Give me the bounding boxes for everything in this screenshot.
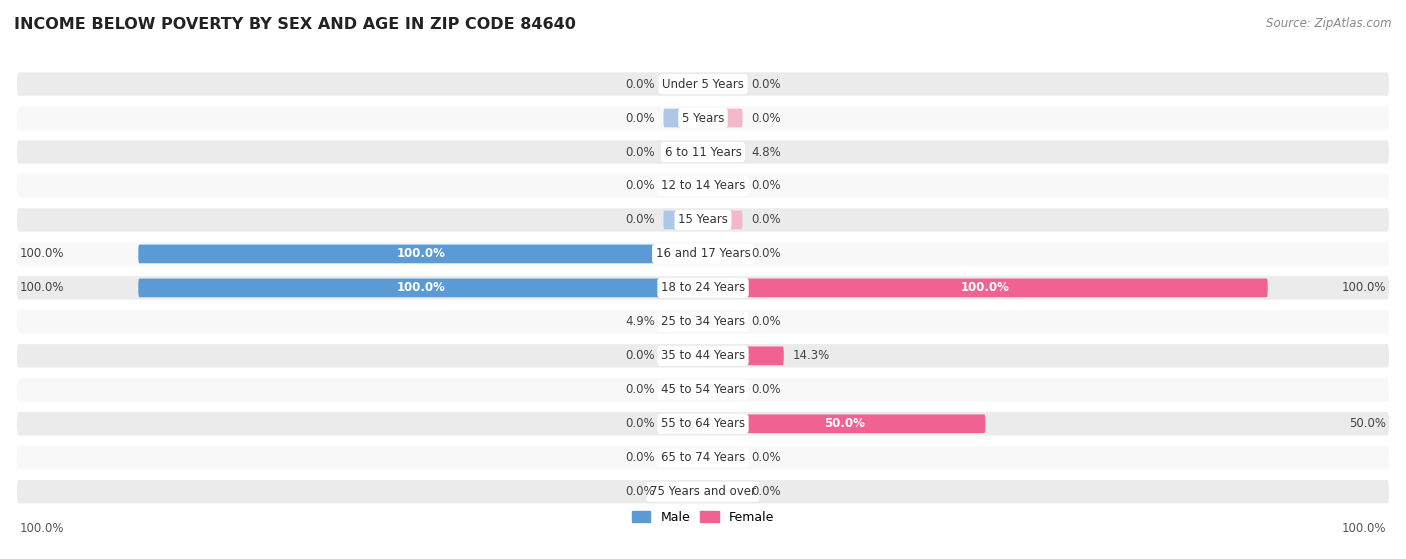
FancyBboxPatch shape: [17, 446, 1389, 470]
Text: 0.0%: 0.0%: [626, 417, 655, 430]
Text: 15 Years: 15 Years: [678, 214, 728, 226]
Text: 0.0%: 0.0%: [626, 214, 655, 226]
FancyBboxPatch shape: [138, 245, 703, 263]
Text: 0.0%: 0.0%: [626, 349, 655, 362]
FancyBboxPatch shape: [675, 312, 703, 331]
Text: 0.0%: 0.0%: [626, 451, 655, 464]
Text: 6 to 11 Years: 6 to 11 Years: [665, 145, 741, 159]
Text: 100.0%: 100.0%: [20, 281, 65, 295]
FancyBboxPatch shape: [17, 378, 1389, 401]
Text: INCOME BELOW POVERTY BY SEX AND AGE IN ZIP CODE 84640: INCOME BELOW POVERTY BY SEX AND AGE IN Z…: [14, 17, 576, 32]
FancyBboxPatch shape: [664, 177, 703, 195]
FancyBboxPatch shape: [664, 347, 703, 365]
FancyBboxPatch shape: [17, 174, 1389, 198]
FancyBboxPatch shape: [664, 211, 703, 229]
FancyBboxPatch shape: [17, 412, 1389, 435]
Text: 0.0%: 0.0%: [626, 112, 655, 125]
Text: 0.0%: 0.0%: [626, 485, 655, 498]
FancyBboxPatch shape: [703, 278, 1268, 297]
Text: 16 and 17 Years: 16 and 17 Years: [655, 248, 751, 260]
Text: 0.0%: 0.0%: [751, 383, 780, 396]
Text: 14.3%: 14.3%: [792, 349, 830, 362]
Text: 4.8%: 4.8%: [751, 145, 780, 159]
Text: 75 Years and over: 75 Years and over: [650, 485, 756, 498]
FancyBboxPatch shape: [703, 414, 986, 433]
FancyBboxPatch shape: [664, 143, 703, 162]
Text: 4.9%: 4.9%: [626, 315, 655, 328]
Legend: Male, Female: Male, Female: [627, 506, 779, 529]
Text: 0.0%: 0.0%: [751, 179, 780, 192]
FancyBboxPatch shape: [703, 245, 742, 263]
Text: 45 to 54 Years: 45 to 54 Years: [661, 383, 745, 396]
Text: 50.0%: 50.0%: [1350, 417, 1386, 430]
FancyBboxPatch shape: [17, 242, 1389, 266]
Text: 100.0%: 100.0%: [20, 248, 65, 260]
Text: 55 to 64 Years: 55 to 64 Years: [661, 417, 745, 430]
FancyBboxPatch shape: [703, 347, 783, 365]
FancyBboxPatch shape: [703, 75, 742, 93]
FancyBboxPatch shape: [703, 448, 742, 467]
Text: 0.0%: 0.0%: [626, 179, 655, 192]
FancyBboxPatch shape: [664, 381, 703, 399]
Text: 0.0%: 0.0%: [626, 145, 655, 159]
Text: 0.0%: 0.0%: [751, 112, 780, 125]
Text: 25 to 34 Years: 25 to 34 Years: [661, 315, 745, 328]
FancyBboxPatch shape: [664, 108, 703, 127]
Text: 100.0%: 100.0%: [1341, 522, 1386, 536]
FancyBboxPatch shape: [17, 310, 1389, 334]
Text: 0.0%: 0.0%: [751, 485, 780, 498]
Text: 12 to 14 Years: 12 to 14 Years: [661, 179, 745, 192]
FancyBboxPatch shape: [703, 143, 730, 162]
Text: 0.0%: 0.0%: [626, 383, 655, 396]
FancyBboxPatch shape: [703, 211, 742, 229]
FancyBboxPatch shape: [664, 414, 703, 433]
Text: 0.0%: 0.0%: [626, 78, 655, 91]
Text: 100.0%: 100.0%: [396, 281, 446, 295]
FancyBboxPatch shape: [703, 312, 742, 331]
FancyBboxPatch shape: [17, 276, 1389, 300]
Text: 0.0%: 0.0%: [751, 214, 780, 226]
FancyBboxPatch shape: [17, 72, 1389, 96]
Text: 5 Years: 5 Years: [682, 112, 724, 125]
Text: 0.0%: 0.0%: [751, 315, 780, 328]
Text: 0.0%: 0.0%: [751, 248, 780, 260]
Text: 100.0%: 100.0%: [960, 281, 1010, 295]
FancyBboxPatch shape: [138, 278, 703, 297]
FancyBboxPatch shape: [17, 480, 1389, 504]
FancyBboxPatch shape: [17, 208, 1389, 231]
FancyBboxPatch shape: [17, 106, 1389, 130]
FancyBboxPatch shape: [664, 482, 703, 501]
FancyBboxPatch shape: [17, 344, 1389, 368]
Text: 35 to 44 Years: 35 to 44 Years: [661, 349, 745, 362]
Text: 100.0%: 100.0%: [20, 522, 65, 536]
FancyBboxPatch shape: [703, 177, 742, 195]
Text: 0.0%: 0.0%: [751, 78, 780, 91]
Text: 50.0%: 50.0%: [824, 417, 865, 430]
Text: 0.0%: 0.0%: [751, 451, 780, 464]
Text: 100.0%: 100.0%: [1341, 281, 1386, 295]
FancyBboxPatch shape: [703, 381, 742, 399]
Text: Source: ZipAtlas.com: Source: ZipAtlas.com: [1267, 17, 1392, 30]
Text: 100.0%: 100.0%: [396, 248, 446, 260]
Text: Under 5 Years: Under 5 Years: [662, 78, 744, 91]
FancyBboxPatch shape: [664, 75, 703, 93]
FancyBboxPatch shape: [703, 108, 742, 127]
FancyBboxPatch shape: [664, 448, 703, 467]
FancyBboxPatch shape: [17, 140, 1389, 164]
FancyBboxPatch shape: [703, 482, 742, 501]
Text: 65 to 74 Years: 65 to 74 Years: [661, 451, 745, 464]
Text: 18 to 24 Years: 18 to 24 Years: [661, 281, 745, 295]
